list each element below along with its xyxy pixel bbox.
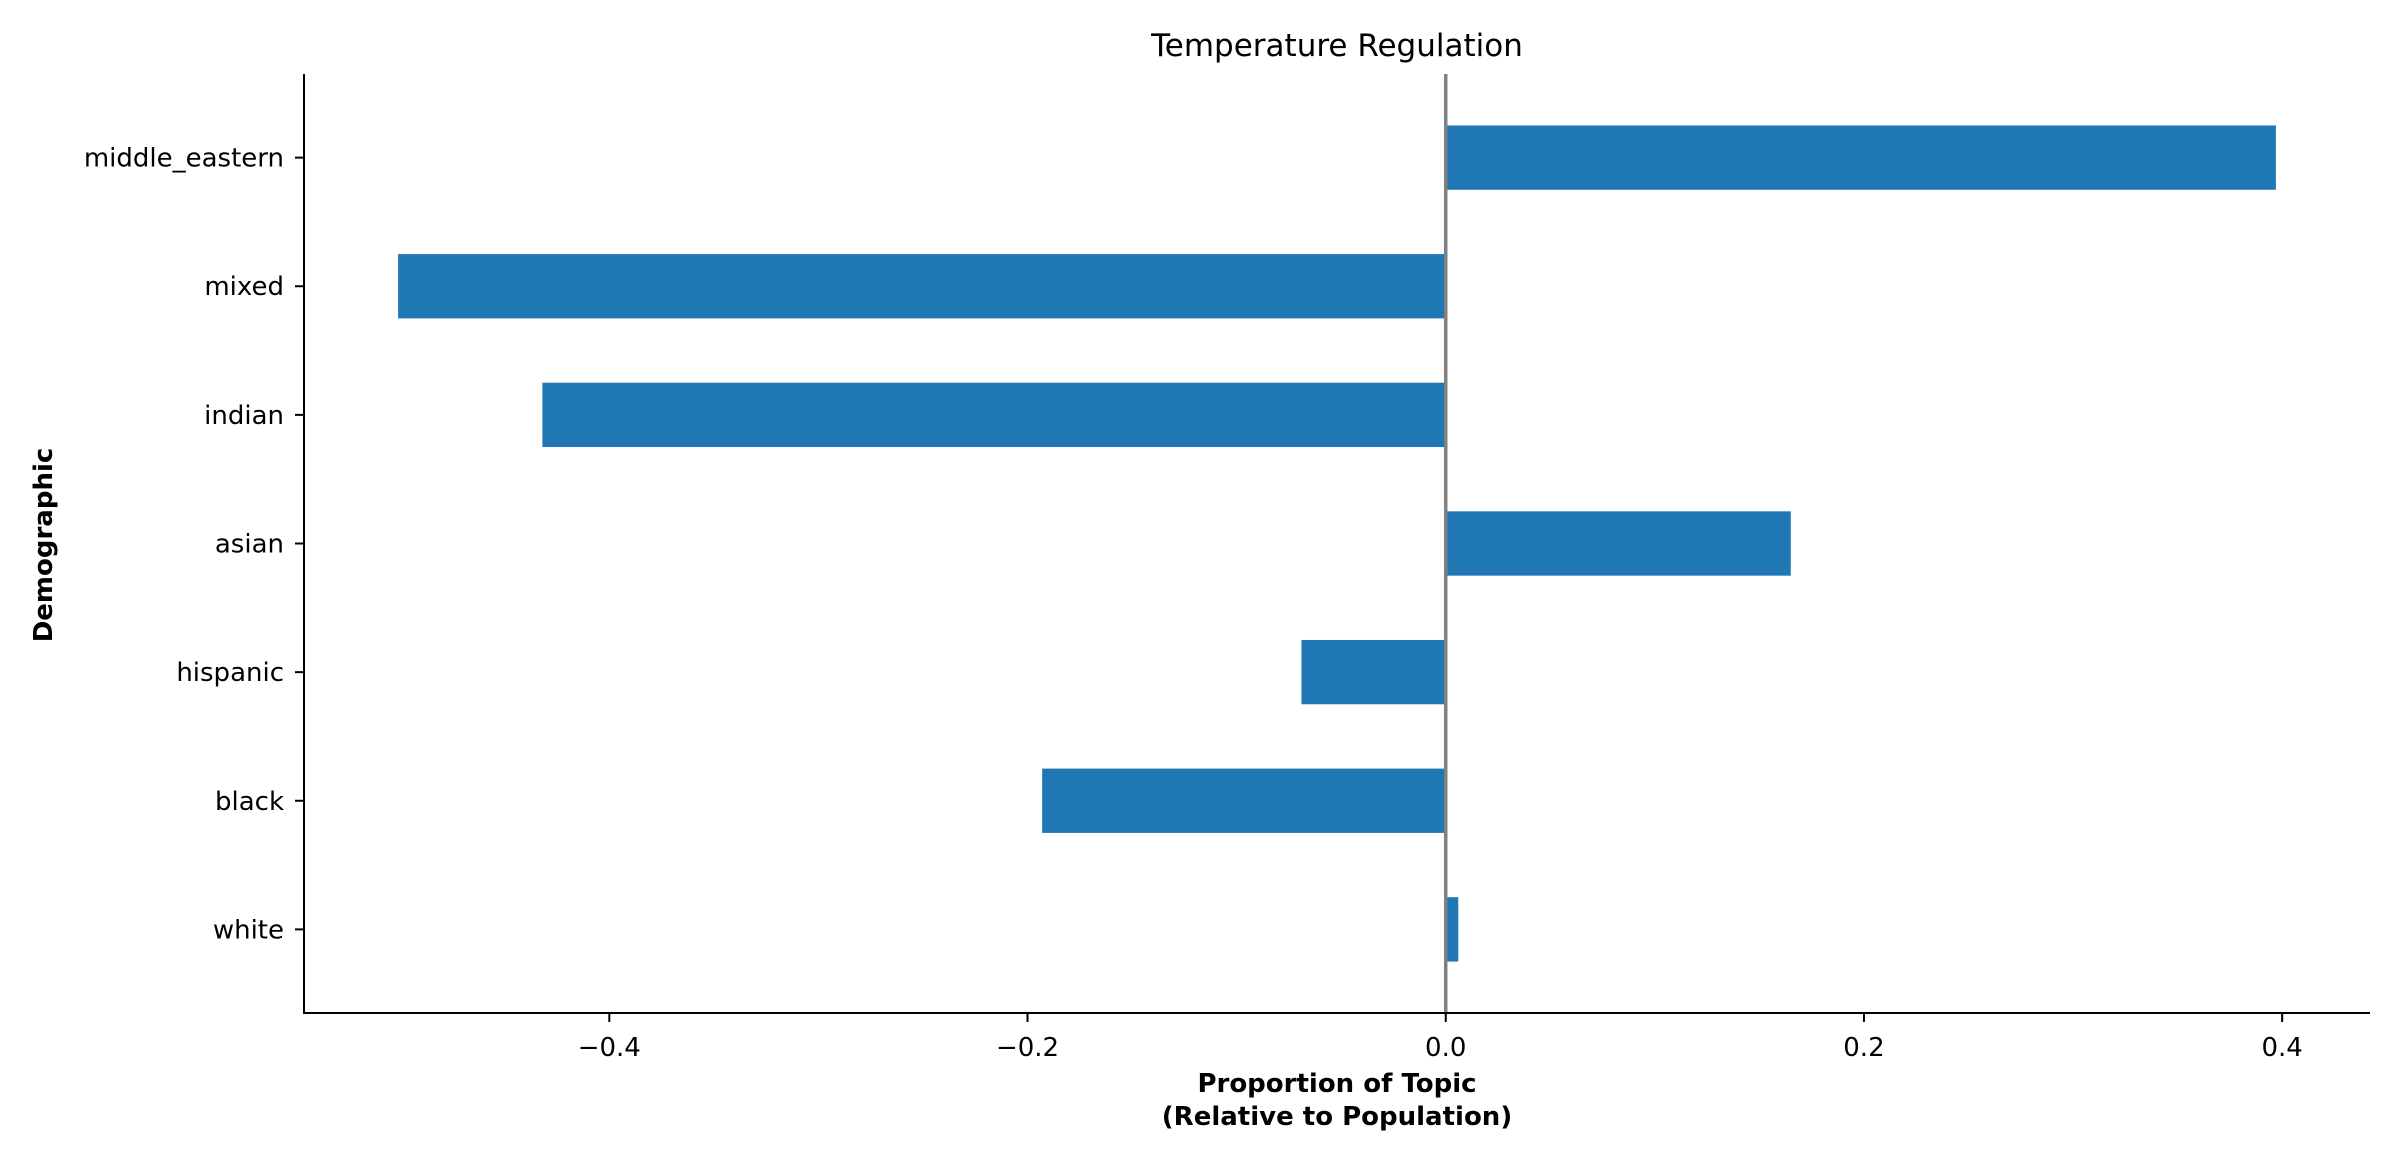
x-axis-label-line-2: (Relative to Population) <box>1162 1102 1512 1132</box>
bar-group <box>398 125 2276 962</box>
y-tick-label-middle_eastern: middle_eastern <box>84 144 284 174</box>
y-tick-label-asian: asian <box>215 530 284 560</box>
y-axis-label: Demographic <box>29 448 59 643</box>
x-axis-ticks: −0.4 −0.2 0.0 0.2 0.4 <box>578 1013 2303 1063</box>
x-tick-label: 0.0 <box>1425 1033 1466 1063</box>
bar-hispanic <box>1301 639 1446 705</box>
y-tick-label-black: black <box>215 787 284 817</box>
bar-black <box>1042 768 1446 833</box>
bar-indian <box>542 382 1446 448</box>
y-tick-label-indian: indian <box>204 401 284 431</box>
bar-asian <box>1445 511 1791 576</box>
y-tick-label-hispanic: hispanic <box>176 658 284 688</box>
y-tick-label-white: white <box>213 915 284 945</box>
x-tick-label: −0.2 <box>996 1033 1059 1063</box>
x-tick-label: −0.4 <box>578 1033 641 1063</box>
bar-middle_eastern <box>1445 125 2276 190</box>
chart-title: Temperature Regulation <box>1150 28 1523 64</box>
bar-mixed <box>398 254 1446 319</box>
x-tick-label: 0.2 <box>1843 1033 1884 1063</box>
y-tick-label-mixed: mixed <box>204 272 284 302</box>
bar-white <box>1445 897 1459 962</box>
x-tick-label: 0.4 <box>2261 1033 2302 1063</box>
y-axis-ticks: white black hispanic asian indian mixed middle… <box>84 144 304 945</box>
x-axis-label-line-1: Proportion of Topic <box>1197 1069 1476 1099</box>
